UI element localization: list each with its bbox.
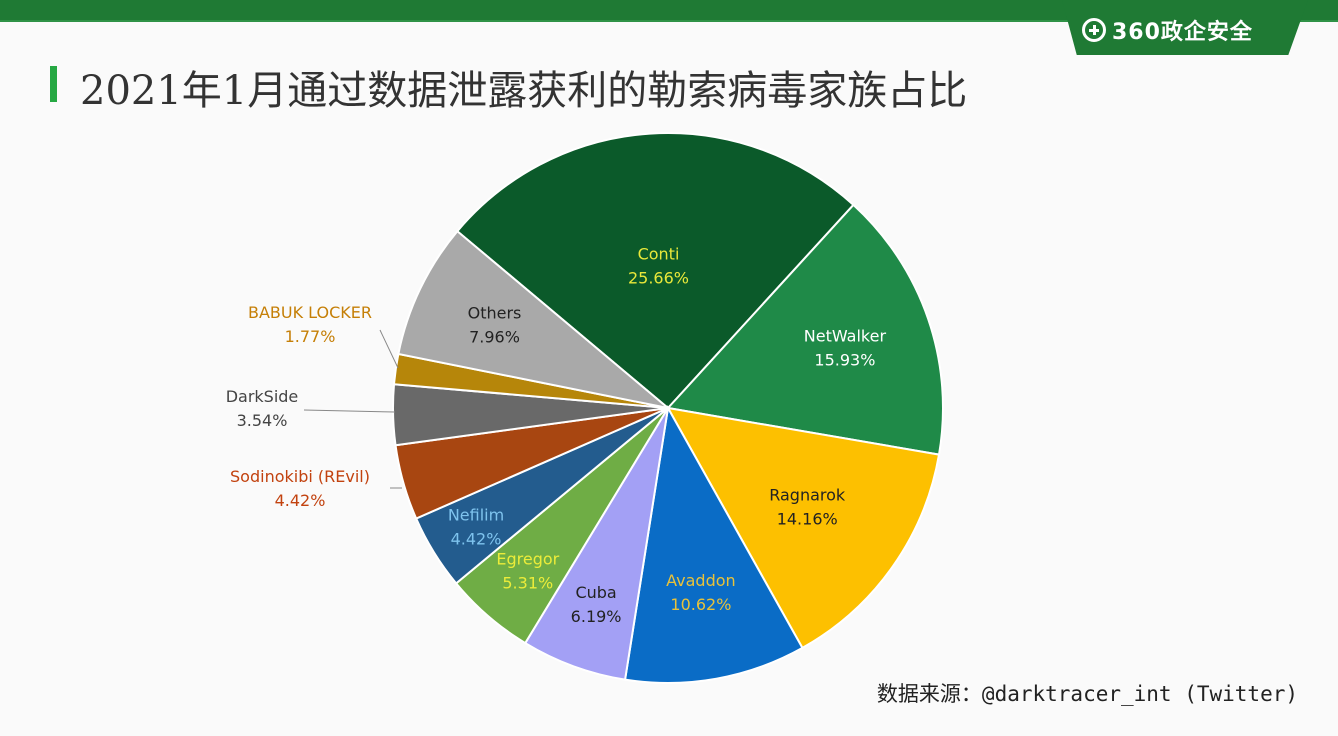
slice-value-avaddon: 10.62%	[670, 595, 731, 614]
slice-value-netwalker: 15.93%	[814, 350, 875, 369]
slice-label-others: Others	[468, 304, 522, 323]
slice-label-sodinokibi-revil: Sodinokibi (REvil)	[230, 467, 370, 486]
slice-label-babuk-locker: BABUK LOCKER	[248, 303, 372, 322]
leader-line-babuk-locker	[379, 329, 399, 369]
title-marker	[50, 66, 57, 102]
top-banner	[0, 0, 1338, 20]
brand-logo: 360政企安全	[1082, 14, 1253, 46]
slice-value-babuk-locker: 1.77%	[285, 327, 336, 346]
brand-name: 360政企安全	[1112, 20, 1253, 45]
slice-value-sodinokibi-revil: 4.42%	[275, 491, 326, 510]
page-title: 2021年1月通过数据泄露获利的勒索病毒家族占比	[80, 68, 968, 114]
slice-label-netwalker: NetWalker	[804, 326, 887, 345]
brand-plus-circle-icon	[1082, 18, 1106, 42]
top-banner-line	[0, 20, 1338, 22]
slice-value-ragnarok: 14.16%	[777, 509, 838, 528]
slice-label-nefilim: Nefilim	[448, 505, 504, 524]
slice-label-egregor: Egregor	[496, 549, 559, 568]
slice-label-ragnarok: Ragnarok	[769, 485, 846, 504]
slice-value-nefilim: 4.42%	[451, 529, 502, 548]
pie-slice-others	[397, 229, 669, 409]
source-note: 数据来源：@darktracer_int (Twitter)	[876, 682, 1298, 706]
pie-slice-ragnarok	[666, 406, 941, 650]
slice-value-others: 7.96%	[469, 328, 520, 347]
slice-label-darkside: DarkSide	[226, 387, 299, 406]
slice-label-cuba: Cuba	[575, 583, 616, 602]
pie-slice-avaddon	[623, 404, 804, 684]
pie-slice-netwalker	[666, 203, 944, 456]
slice-value-cuba: 6.19%	[571, 607, 622, 626]
pie-slice-conti	[455, 132, 855, 410]
slice-value-egregor: 5.31%	[502, 573, 553, 592]
slice-value-conti: 25.66%	[628, 268, 689, 287]
slice-label-conti: Conti	[638, 244, 680, 263]
slice-label-avaddon: Avaddon	[666, 571, 736, 590]
leader-line-darkside	[303, 409, 396, 413]
slice-value-darkside: 3.54%	[237, 411, 288, 430]
